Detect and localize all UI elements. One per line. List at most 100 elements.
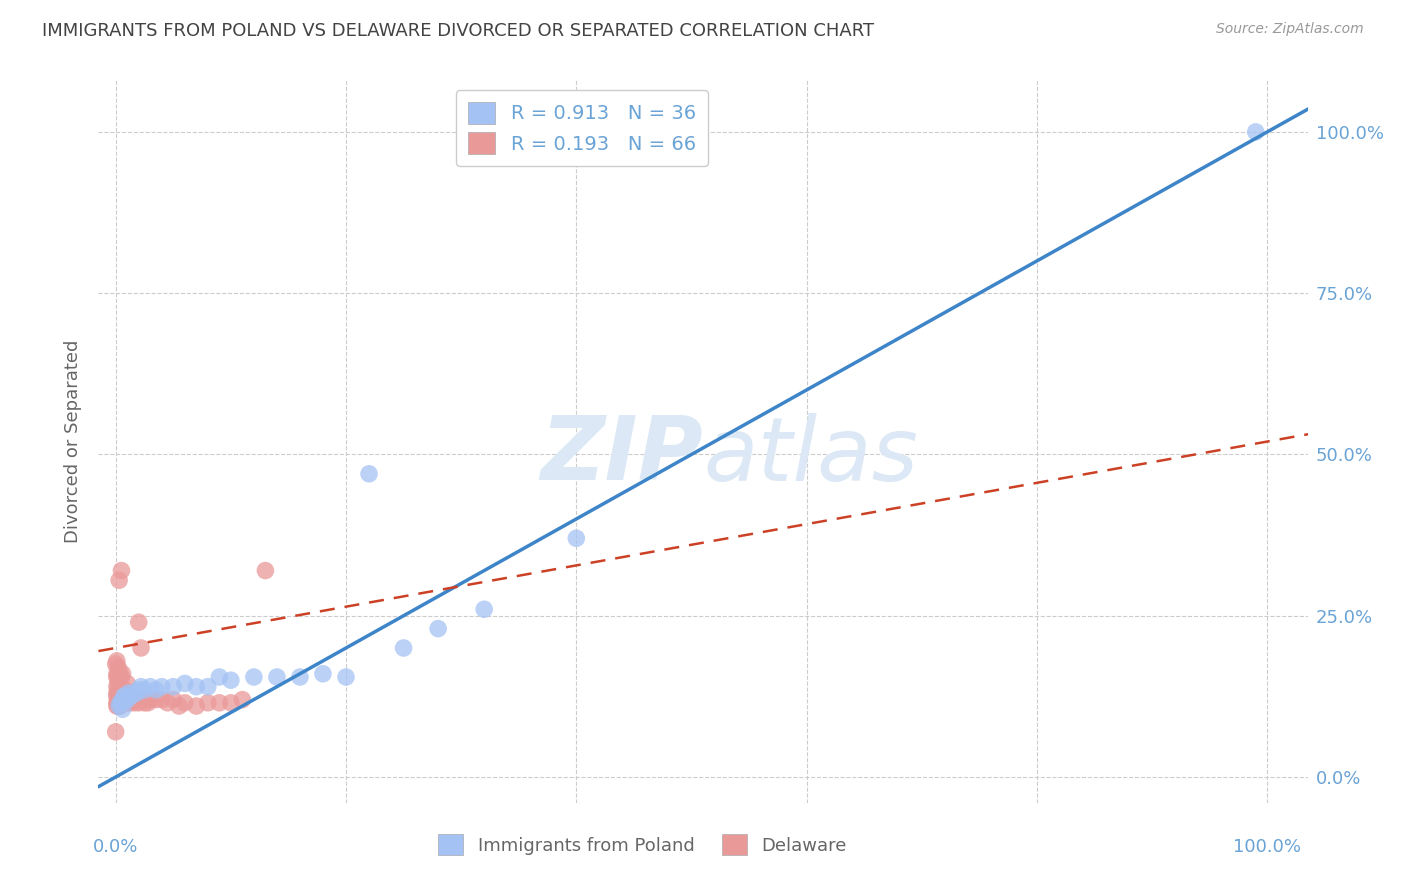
Point <box>128 682 150 697</box>
Point <box>186 699 208 714</box>
Point <box>1244 125 1267 139</box>
Point <box>114 690 136 704</box>
Point <box>156 696 179 710</box>
Point <box>107 670 129 684</box>
Point <box>120 690 142 704</box>
Point <box>107 692 129 706</box>
Point <box>150 692 173 706</box>
Point <box>167 699 190 714</box>
Point <box>104 657 127 672</box>
Point <box>122 686 145 700</box>
Point <box>357 467 380 481</box>
Point <box>107 660 129 674</box>
Point <box>110 696 132 710</box>
Point <box>107 682 129 697</box>
Point <box>186 680 208 694</box>
Point <box>110 680 132 694</box>
Point <box>105 680 128 694</box>
Point <box>114 682 136 697</box>
Point <box>139 680 162 694</box>
Point <box>107 676 129 690</box>
Point <box>122 696 145 710</box>
Legend: Immigrants from Poland, Delaware: Immigrants from Poland, Delaware <box>432 827 853 863</box>
Point <box>108 686 131 700</box>
Point <box>243 670 266 684</box>
Point <box>208 670 231 684</box>
Point <box>565 531 588 545</box>
Point <box>219 696 242 710</box>
Point <box>335 670 357 684</box>
Point <box>125 686 148 700</box>
Point <box>254 564 277 578</box>
Point <box>197 696 219 710</box>
Point <box>110 696 132 710</box>
Text: ZIP: ZIP <box>540 412 703 500</box>
Point <box>105 686 128 700</box>
Point <box>114 696 136 710</box>
Point <box>110 690 132 704</box>
Point <box>197 680 219 694</box>
Point <box>118 696 141 710</box>
Point <box>107 699 129 714</box>
Text: 0.0%: 0.0% <box>93 838 138 856</box>
Point <box>312 666 335 681</box>
Point <box>112 692 135 706</box>
Point <box>108 664 131 678</box>
Point <box>108 696 131 710</box>
Point <box>219 673 242 688</box>
Point <box>139 692 162 706</box>
Text: 100.0%: 100.0% <box>1233 838 1302 856</box>
Point <box>105 666 128 681</box>
Point <box>105 699 128 714</box>
Point <box>231 692 253 706</box>
Point <box>112 690 135 704</box>
Point <box>105 670 128 684</box>
Point <box>162 680 184 694</box>
Point <box>111 702 134 716</box>
Point <box>122 690 145 704</box>
Point <box>115 692 138 706</box>
Point <box>115 692 138 706</box>
Point <box>472 602 495 616</box>
Point <box>173 676 195 690</box>
Point <box>134 682 156 697</box>
Text: atlas: atlas <box>703 413 918 499</box>
Point <box>145 682 167 697</box>
Point <box>266 670 288 684</box>
Point <box>208 696 231 710</box>
Point <box>108 573 131 587</box>
Point <box>105 696 128 710</box>
Point <box>108 692 131 706</box>
Point <box>105 654 128 668</box>
Point <box>134 696 156 710</box>
Text: IMMIGRANTS FROM POLAND VS DELAWARE DIVORCED OR SEPARATED CORRELATION CHART: IMMIGRANTS FROM POLAND VS DELAWARE DIVOR… <box>42 22 875 40</box>
Point <box>108 699 131 714</box>
Point <box>427 622 450 636</box>
Point <box>104 724 127 739</box>
Point <box>120 692 142 706</box>
Point <box>128 696 150 710</box>
Point <box>392 640 415 655</box>
Point <box>118 690 141 704</box>
Point <box>125 692 148 706</box>
Point <box>173 696 195 710</box>
Point <box>117 690 139 704</box>
Point <box>110 692 132 706</box>
Point <box>110 699 132 714</box>
Point <box>129 640 152 655</box>
Point <box>162 692 184 706</box>
Point <box>115 692 138 706</box>
Point <box>110 696 132 710</box>
Point <box>108 699 131 714</box>
Point <box>110 670 132 684</box>
Point <box>288 670 311 684</box>
Point <box>128 615 150 630</box>
Y-axis label: Divorced or Separated: Divorced or Separated <box>65 340 83 543</box>
Point <box>111 696 134 710</box>
Point <box>107 690 129 704</box>
Point <box>115 696 138 710</box>
Point <box>111 666 134 681</box>
Point <box>107 696 129 710</box>
Point <box>108 690 131 704</box>
Point <box>117 686 139 700</box>
